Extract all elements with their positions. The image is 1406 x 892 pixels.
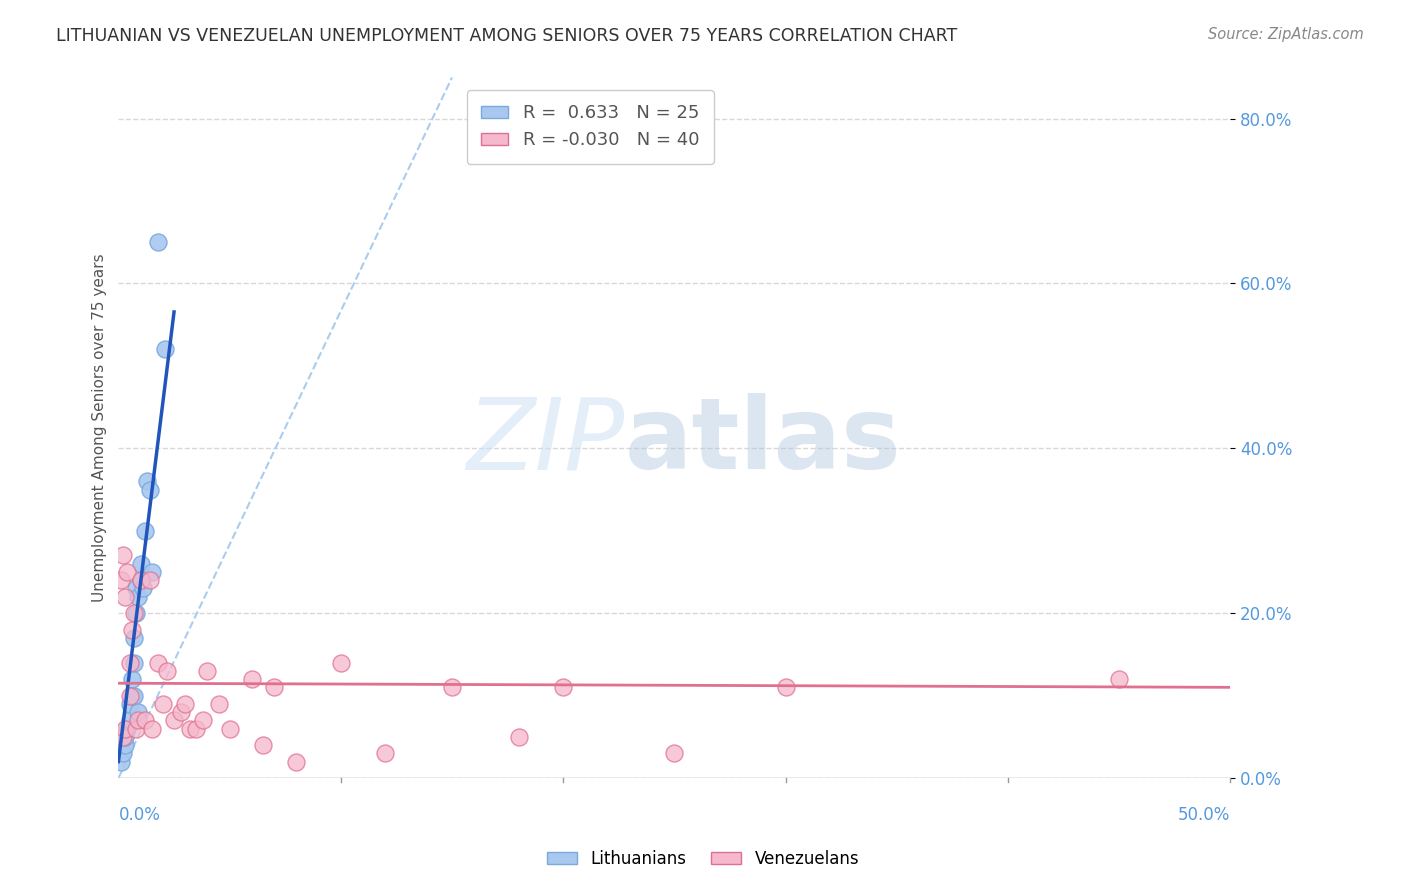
Point	[186, 722, 208, 736]
Y-axis label: Unemployment Among Seniors over 75 years: Unemployment Among Seniors over 75 years	[93, 253, 107, 602]
Point	[374, 746, 396, 760]
Point	[118, 697, 141, 711]
Point	[163, 714, 186, 728]
Point	[136, 475, 159, 489]
Point	[664, 746, 686, 760]
Point	[125, 606, 148, 620]
Point	[553, 681, 575, 695]
Point	[111, 549, 134, 563]
Point	[118, 714, 141, 728]
Point	[118, 689, 141, 703]
Point	[174, 697, 197, 711]
Text: LITHUANIAN VS VENEZUELAN UNEMPLOYMENT AMONG SENIORS OVER 75 YEARS CORRELATION CH: LITHUANIAN VS VENEZUELAN UNEMPLOYMENT AM…	[56, 27, 957, 45]
Point	[125, 582, 148, 596]
Point	[508, 730, 530, 744]
Point	[134, 524, 156, 538]
Point	[1108, 672, 1130, 686]
Text: ZIP: ZIP	[467, 393, 624, 491]
Point	[170, 705, 193, 719]
Point	[110, 755, 132, 769]
Point	[148, 235, 170, 250]
Point	[118, 656, 141, 670]
Point	[179, 722, 201, 736]
Point	[114, 590, 136, 604]
Text: 50.0%: 50.0%	[1178, 806, 1230, 824]
Text: atlas: atlas	[624, 393, 901, 491]
Point	[129, 573, 152, 587]
Point	[440, 681, 463, 695]
Point	[127, 705, 149, 719]
Point	[153, 343, 176, 357]
Point	[152, 697, 174, 711]
Point	[134, 714, 156, 728]
Point	[138, 483, 160, 497]
Point	[121, 672, 143, 686]
Point	[129, 557, 152, 571]
Text: Source: ZipAtlas.com: Source: ZipAtlas.com	[1208, 27, 1364, 42]
Point	[122, 606, 145, 620]
Point	[132, 582, 155, 596]
Point	[207, 697, 229, 711]
Point	[114, 722, 136, 736]
Point	[263, 681, 285, 695]
Point	[121, 689, 143, 703]
Point	[775, 681, 797, 695]
Legend: Lithuanians, Venezuelans: Lithuanians, Venezuelans	[540, 844, 866, 875]
Point	[329, 656, 352, 670]
Point	[285, 755, 308, 769]
Point	[110, 573, 132, 587]
Point	[125, 722, 148, 736]
Point	[127, 590, 149, 604]
Point	[240, 672, 263, 686]
Point	[129, 573, 152, 587]
Point	[138, 573, 160, 587]
Point	[121, 623, 143, 637]
Point	[111, 730, 134, 744]
Legend: R =  0.633   N = 25, R = -0.030   N = 40: R = 0.633 N = 25, R = -0.030 N = 40	[467, 90, 713, 164]
Point	[141, 722, 163, 736]
Point	[148, 656, 170, 670]
Point	[114, 730, 136, 744]
Point	[197, 664, 219, 678]
Text: 0.0%: 0.0%	[118, 806, 160, 824]
Point	[114, 738, 136, 752]
Point	[117, 565, 139, 579]
Point	[122, 631, 145, 645]
Point	[122, 689, 145, 703]
Point	[117, 722, 139, 736]
Point	[156, 664, 179, 678]
Point	[111, 746, 134, 760]
Point	[218, 722, 240, 736]
Point	[191, 714, 214, 728]
Point	[127, 714, 149, 728]
Point	[122, 656, 145, 670]
Point	[252, 738, 274, 752]
Point	[141, 565, 163, 579]
